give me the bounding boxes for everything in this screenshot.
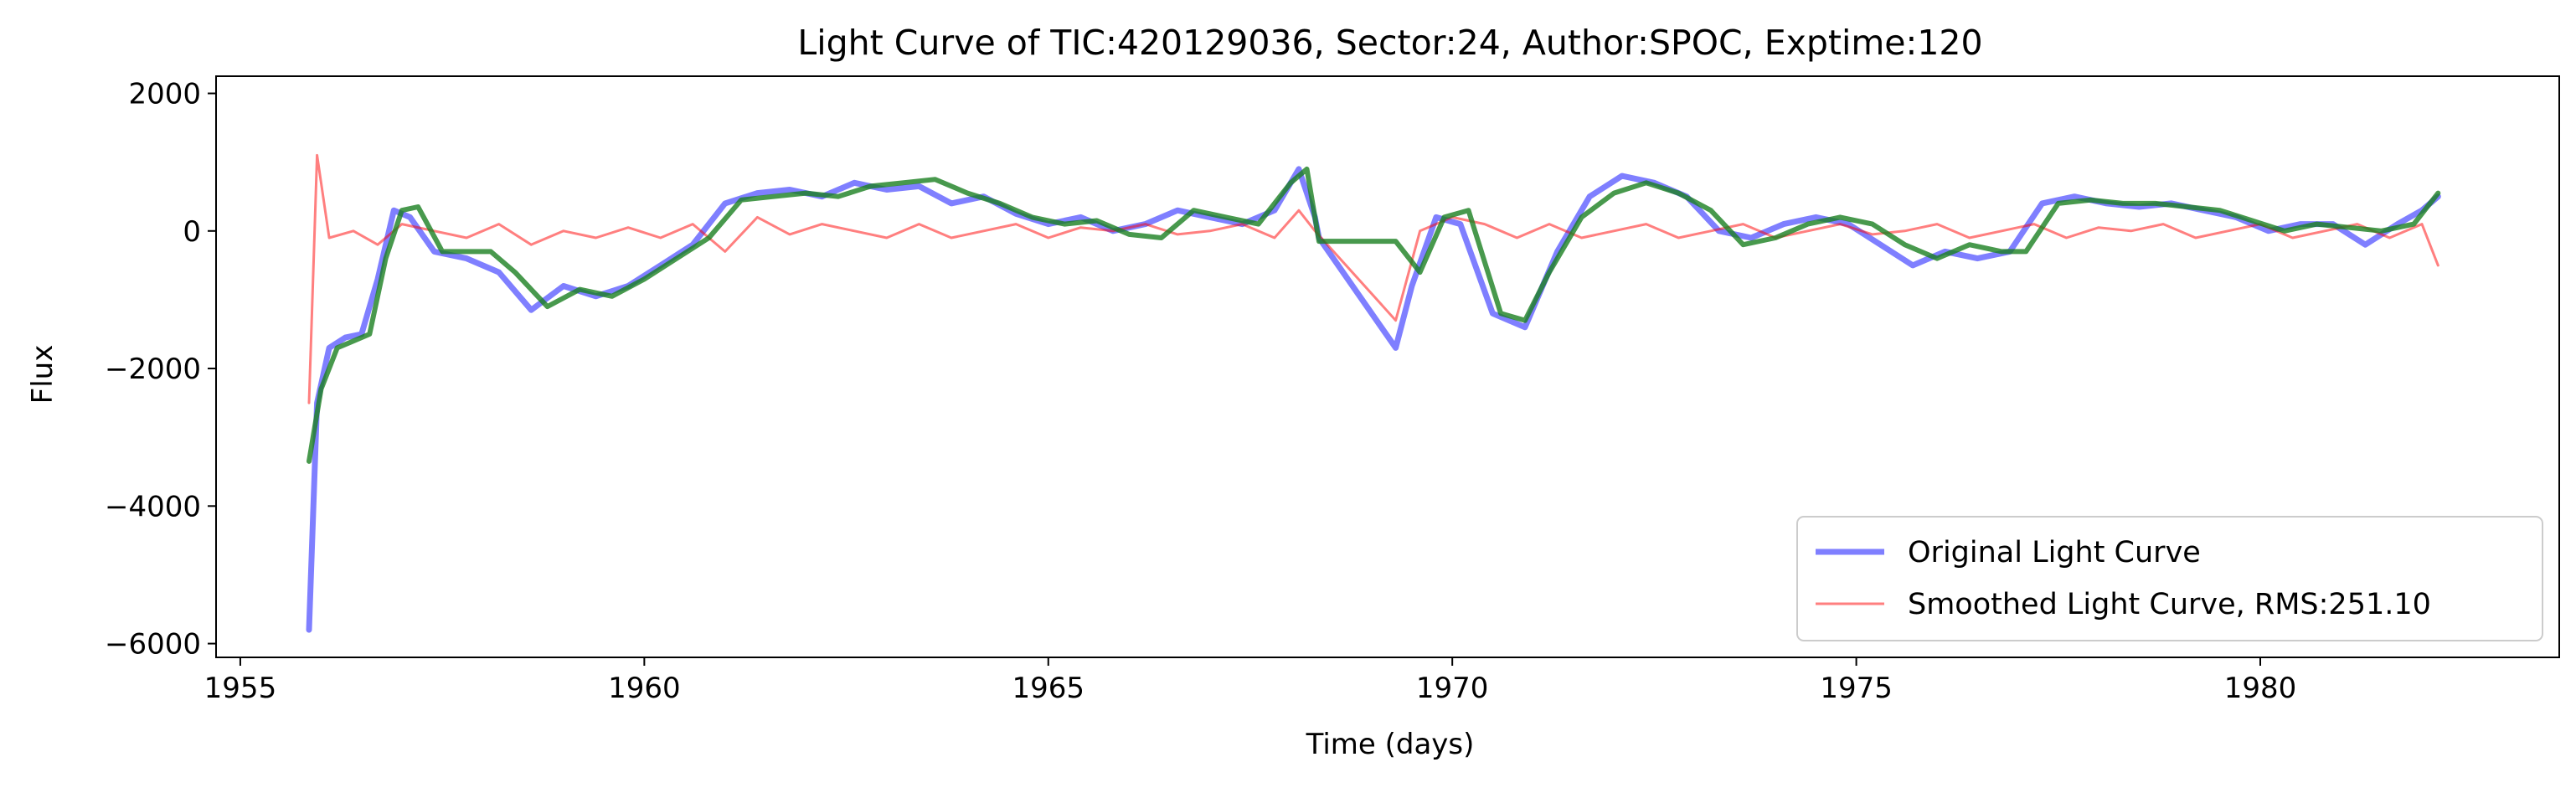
x-tick-label: 1965 xyxy=(1012,672,1085,705)
plot-frame xyxy=(215,75,2560,658)
axis-ticks: 1955 1960 1965 1970 1975 1980 −6000 −4000 −2000 0… xyxy=(105,78,2296,705)
x-axis-label: Time (days) xyxy=(1306,728,1475,761)
legend: Original Light Curve Smoothed Light Curve… xyxy=(1796,516,2543,641)
x-tick-label: 1970 xyxy=(1416,672,1489,705)
x-tick-label: 1975 xyxy=(1820,672,1893,705)
x-tick-label: 1960 xyxy=(608,672,681,705)
smoothed-light-curve-line xyxy=(307,153,2439,404)
x-tick-label: 1980 xyxy=(2224,672,2297,705)
y-tick-label: 0 xyxy=(183,215,201,249)
legend-entry-label: Original Light Curve xyxy=(1908,536,2201,569)
legend-entry-label: Smoothed Light Curve, RMS:251.10 xyxy=(1908,588,2431,621)
chart-title: Light Curve of TIC:420129036, Sector:24,… xyxy=(797,23,1982,63)
y-tick-label: −2000 xyxy=(105,353,201,386)
y-axis-label: Flux xyxy=(26,345,59,404)
x-tick-label: 1955 xyxy=(204,672,277,705)
y-tick-label: −6000 xyxy=(105,628,201,662)
legend-box xyxy=(1796,516,2543,641)
plot-area xyxy=(306,153,2441,633)
trend-line xyxy=(307,166,2441,464)
y-tick-label: 2000 xyxy=(128,78,201,111)
y-tick-label: −4000 xyxy=(105,490,201,523)
